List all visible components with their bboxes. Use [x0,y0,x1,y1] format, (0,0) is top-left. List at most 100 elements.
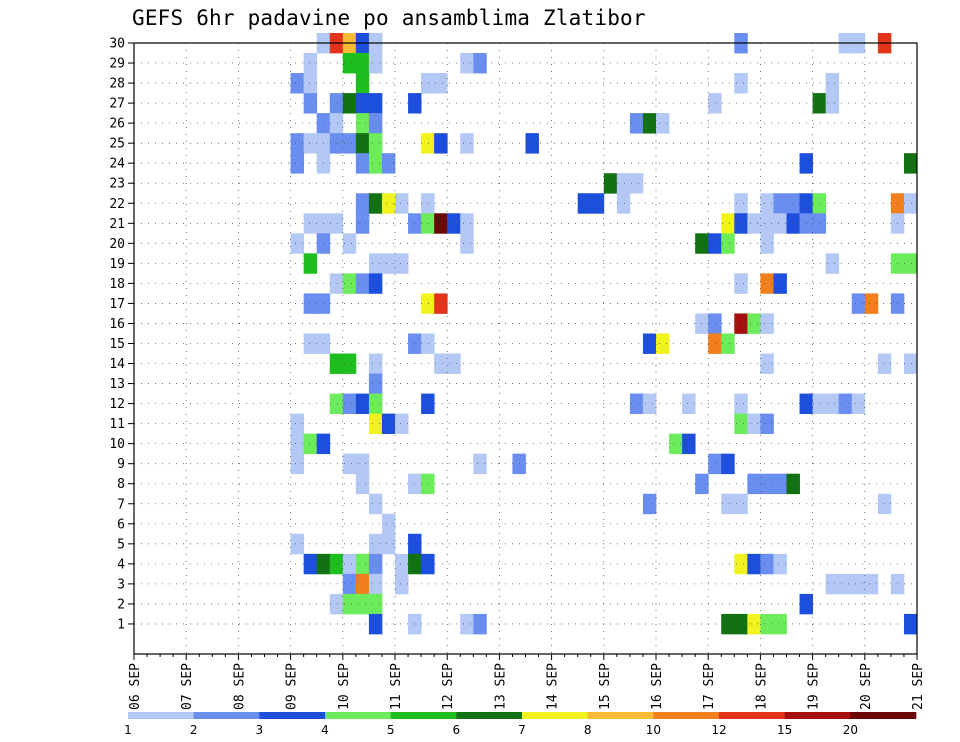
y-tick-label: 15 [109,337,125,352]
heatmap-cell [747,413,761,435]
legend-swatch [850,712,917,719]
heatmap-cell [368,133,383,154]
heatmap-cell [708,453,722,475]
heatmap-cell [303,553,318,575]
heatmap-cell [355,213,370,234]
heatmap-cell [734,193,748,214]
y-tick-label: 10 [109,437,125,452]
heatmap-cell [303,433,318,455]
heatmap-cell [342,233,357,254]
heatmap-cell [368,553,383,575]
heatmap-cell [342,93,357,114]
heatmap-cell [434,133,448,154]
heatmap-cell [421,213,435,234]
heatmap-cell [355,593,370,615]
heatmap-cell [773,273,787,294]
heatmap-cell [903,153,918,174]
y-tick-label: 5 [117,537,125,552]
heatmap-cell [368,373,383,394]
heatmap-cell [421,73,435,94]
heatmap-cell [342,593,357,615]
heatmap-cell [682,393,696,414]
heatmap-cell [368,353,383,374]
y-tick-label: 9 [117,457,125,472]
heatmap-cell [434,293,448,314]
heatmap-cell [760,193,774,214]
legend-label: 6 [453,723,461,737]
legend-label: 5 [387,723,395,737]
heatmap-cell [329,593,344,615]
heatmap-cell [342,553,357,575]
heatmap-cell [355,553,370,575]
heatmap-cell [656,333,670,354]
legend-label: 2 [190,723,198,737]
heatmap-cell [303,73,318,94]
heatmap-cell [434,213,448,234]
heatmap-cell [877,353,892,374]
heatmap-cell [708,333,722,354]
heatmap-cell [851,573,866,595]
y-tick-label: 25 [109,137,125,152]
x-tick-label: 21 SEP [911,663,926,710]
x-tick-label: 19 SEP [807,663,822,710]
y-tick-label: 29 [109,57,125,72]
heatmap-cell [838,573,853,595]
heatmap-cell [642,493,657,515]
y-tick-label: 21 [109,217,125,232]
x-tick-label: 10 SEP [337,663,352,710]
heatmap-cell [851,293,866,314]
heatmap-cell [708,233,722,254]
heatmap-cell [760,473,774,495]
heatmap-cell [656,113,670,134]
heatmap-cell [747,213,761,234]
heatmap-cell [342,273,357,294]
legend-swatch [259,712,326,719]
heatmap-cell [773,553,787,575]
y-tick-label: 13 [109,377,125,392]
heatmap-cell [473,53,487,74]
heatmap-cell [368,53,383,74]
x-tick-label: 11 SEP [389,663,404,710]
heatmap-cell [355,93,370,114]
heatmap-cell [734,613,748,635]
heatmap-cell [329,393,344,414]
y-tick-label: 17 [109,297,125,312]
heatmap-cell [669,433,683,455]
heatmap-cell [329,273,344,294]
heatmap-cell [368,413,383,435]
x-axis: 06 SEP 07 SEP 08 SEP 09 SEP 10 SEP 11 SEP 12 S… [128,654,926,710]
y-tick-label: 30 [109,37,125,52]
heatmap-cell [381,153,396,174]
heatmap-cell [825,393,840,414]
heatmap-cell [434,73,448,94]
heatmap-cell [825,253,840,274]
legend-label: 7 [518,723,526,737]
heatmap-cell [434,353,448,374]
heatmap-cell [760,213,774,234]
y-tick-label: 26 [109,117,125,132]
heatmap-cell [395,253,409,274]
heatmap-cell [525,133,539,154]
y-tick-label: 14 [109,357,125,372]
heatmap-cell [368,153,383,174]
y-tick-label: 22 [109,197,125,212]
heatmap-cell [864,293,879,314]
heatmap-cell [760,553,774,575]
heatmap-cell [381,193,396,214]
heatmap-cell [355,573,370,595]
legend-swatch [325,712,391,719]
heatmap-cell [747,473,761,495]
heatmap-cell [616,193,631,214]
heatmap-cell [734,493,748,515]
heatmap-cell [721,453,735,475]
heatmap-cell [812,213,827,234]
heatmap-cell [329,133,344,154]
y-tick-label: 28 [109,77,125,92]
legend-swatch [719,712,785,719]
heatmap-cell [342,453,357,475]
heatmap-cell [368,273,383,294]
x-tick-label: 09 SEP [285,663,300,710]
y-tick-label: 12 [109,397,125,412]
heatmap-cell [864,573,879,595]
heatmap-cell [682,433,696,455]
